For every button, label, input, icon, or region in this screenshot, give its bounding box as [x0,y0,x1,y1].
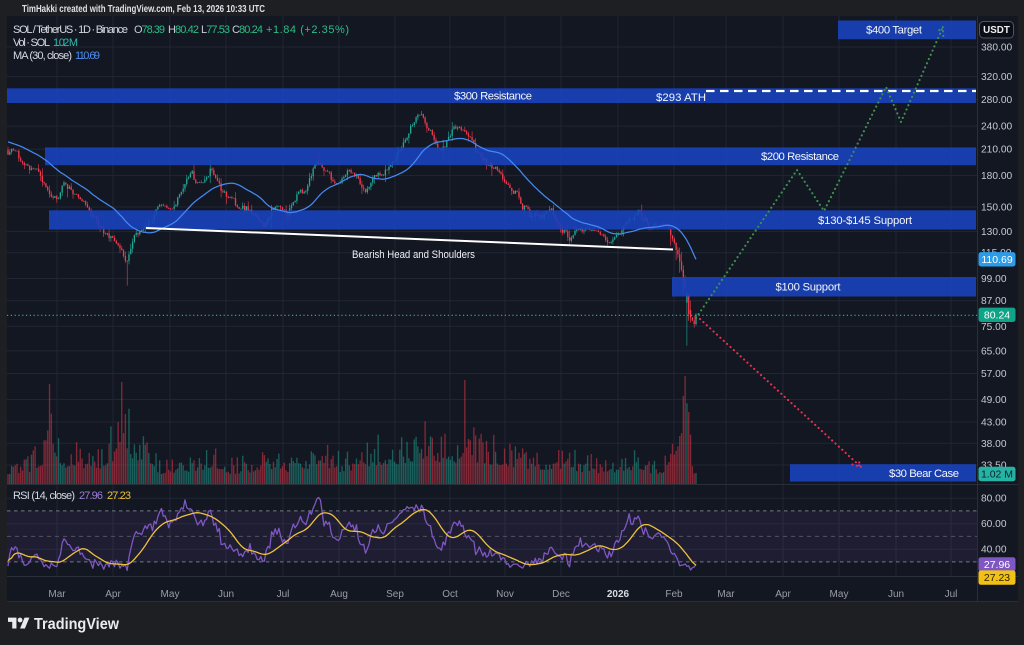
svg-text:1.02 M: 1.02 M [981,469,1013,481]
svg-text:May: May [161,589,180,600]
svg-text:Jul: Jul [945,589,958,600]
svg-text:$400 Target: $400 Target [866,25,923,37]
svg-text:Mar: Mar [717,589,735,600]
svg-text:2026: 2026 [607,589,630,600]
svg-text:320.00: 320.00 [981,72,1012,83]
svg-text:110.69: 110.69 [75,50,100,62]
svg-text:80.00: 80.00 [981,494,1007,505]
svg-text:60.00: 60.00 [981,519,1007,530]
svg-text:33.50: 33.50 [981,461,1007,472]
svg-text:99.00: 99.00 [981,274,1007,285]
svg-text:80.24: 80.24 [984,309,1010,321]
svg-text:280.00: 280.00 [981,95,1012,106]
svg-text:57.00: 57.00 [981,369,1007,380]
svg-text:$130-$145 Support: $130-$145 Support [818,215,913,227]
svg-text:Jun: Jun [888,589,904,600]
svg-text:May: May [830,589,849,600]
svg-text:Oct: Oct [442,589,458,600]
svg-text:H80.42: H80.42 [168,24,199,36]
svg-text:RSI (14, close): RSI (14, close) [13,490,75,502]
svg-text:210.00: 210.00 [981,145,1012,156]
svg-text:L77.53: L77.53 [201,24,230,36]
svg-text:$30 Bear Case: $30 Bear Case [889,468,959,480]
svg-text:+1.84 (+2.35%): +1.84 (+2.35%) [266,24,349,36]
svg-text:40.00: 40.00 [981,545,1007,556]
svg-text:43.00: 43.00 [981,418,1007,429]
svg-text:87.00: 87.00 [981,296,1007,307]
svg-text:TimHakki created with TradingV: TimHakki created with TradingView.com, F… [22,3,265,15]
svg-text:1.02 M: 1.02 M [53,37,78,49]
svg-text:27.23: 27.23 [107,490,131,502]
svg-text:49.00: 49.00 [981,395,1007,406]
svg-text:$200 Resistance: $200 Resistance [761,151,839,163]
svg-text:27.96: 27.96 [984,559,1010,571]
svg-text:Aug: Aug [330,589,348,600]
svg-text:150.00: 150.00 [981,203,1012,214]
svg-text:Vol · SOL: Vol · SOL [13,37,50,49]
svg-text:180.00: 180.00 [981,171,1012,182]
svg-text:$100 Support: $100 Support [776,282,842,294]
svg-text:75.00: 75.00 [981,322,1007,333]
svg-text:SOL / TetherUS · 1D · Binance: SOL / TetherUS · 1D · Binance [13,24,128,36]
svg-text:Bearish Head and Shoulders: Bearish Head and Shoulders [352,249,475,261]
svg-text:$293 ATH: $293 ATH [656,92,706,104]
svg-text:380.00: 380.00 [981,43,1012,54]
svg-text:TradingView: TradingView [34,616,120,633]
svg-text:240.00: 240.00 [981,122,1012,133]
svg-text:110.69: 110.69 [981,254,1012,266]
svg-text:65.00: 65.00 [981,346,1007,357]
svg-text:Jun: Jun [218,589,234,600]
svg-text:O78.39: O78.39 [134,24,165,36]
svg-text:Dec: Dec [552,589,570,600]
svg-text:USDT: USDT [983,25,1010,36]
svg-text:27.23: 27.23 [984,572,1010,584]
svg-text:Feb: Feb [665,589,683,600]
svg-text:$300 Resistance: $300 Resistance [454,91,532,103]
svg-text:Mar: Mar [48,589,66,600]
svg-text:Jul: Jul [277,589,290,600]
svg-text:MA (30, close): MA (30, close) [13,50,72,62]
svg-text:Sep: Sep [386,589,404,600]
svg-text:27.96: 27.96 [79,490,103,502]
svg-text:Apr: Apr [775,589,791,600]
svg-text:38.00: 38.00 [981,439,1007,450]
svg-text:C80.24: C80.24 [232,24,263,36]
svg-text:130.00: 130.00 [981,227,1012,238]
svg-text:Nov: Nov [496,589,514,600]
svg-text:Apr: Apr [105,589,121,600]
